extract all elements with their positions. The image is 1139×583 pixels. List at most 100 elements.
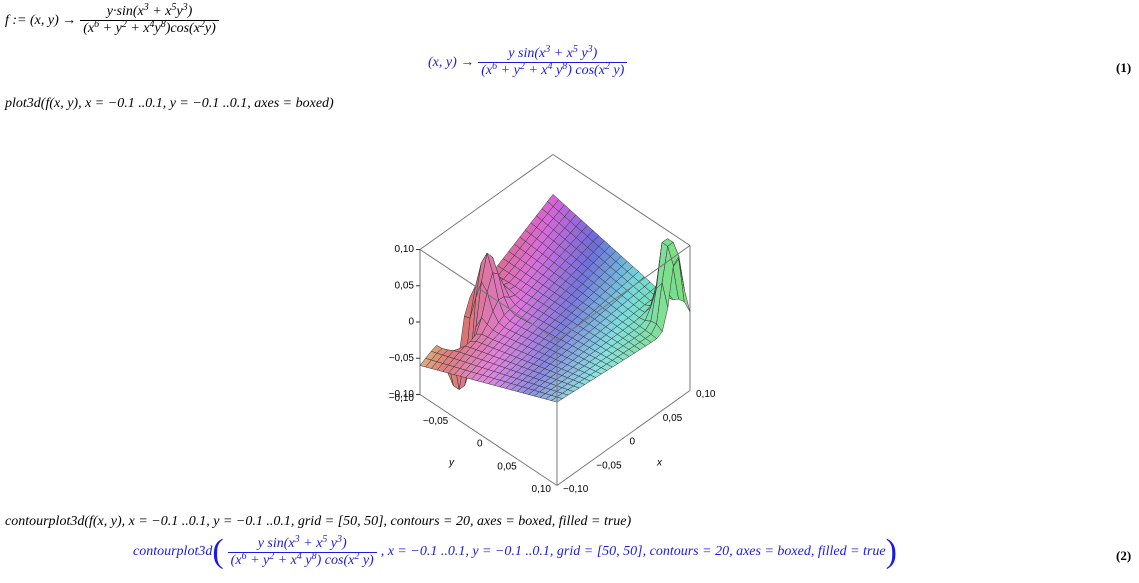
t: 5: [171, 2, 177, 13]
x-axis-label: x: [656, 458, 663, 469]
input-1[interactable]: f := (x, y) → y·sin(x3 + x5y3) (x6 + y2 …: [5, 2, 223, 37]
t: + x: [550, 46, 573, 61]
output-2: contourplot3d( y sin(x3 + x5 y3) (x6 + y…: [133, 533, 897, 571]
t: 2: [519, 61, 525, 72]
t: ): [187, 4, 193, 19]
t: 6: [241, 550, 247, 562]
z-tick-label: −0,05: [389, 353, 415, 364]
z-tick-label: 0,10: [395, 244, 415, 255]
args: (x, y) →: [428, 54, 475, 70]
t: ) cos(x: [567, 63, 605, 78]
t: 2: [604, 61, 610, 72]
fraction: y sin(x3 + x5 y3) (x6 + y2 + x4 y8) cos(…: [227, 533, 377, 569]
x-tick-label: 0,10: [696, 389, 716, 400]
t: 3: [143, 2, 149, 13]
t: y: [552, 63, 563, 78]
t: 2: [121, 19, 127, 30]
z-tick-label: 0,05: [395, 280, 415, 291]
t: (x: [83, 21, 95, 36]
rest: , x = −0.1 ..0.1, y = −0.1 ..0.1, grid =…: [380, 544, 886, 559]
t: ) cos(x: [316, 552, 355, 568]
paren: ): [885, 533, 897, 570]
denominator: (x6 + y2 + x4 y8) cos(x2 y): [478, 61, 628, 79]
equation-label: (2): [1116, 548, 1132, 563]
func: contourplot3d: [133, 544, 213, 559]
args: (x, y) →: [30, 12, 77, 28]
t: 3: [182, 2, 188, 13]
t: y): [609, 63, 625, 78]
t: 3: [337, 533, 343, 545]
t: 8: [160, 19, 166, 30]
t: 6: [492, 61, 498, 72]
input-3[interactable]: contourplot3d(f(x, y), x = −0.1 ..0.1, y…: [5, 514, 632, 529]
y-axis-label: y: [448, 458, 455, 469]
fraction: y sin(x3 + x5 y3) (x6 + y2 + x4 y8) cos(…: [478, 44, 628, 79]
t: y: [301, 552, 312, 568]
paren: (: [212, 533, 224, 570]
t: + y: [497, 63, 520, 78]
t: + x: [524, 63, 548, 78]
t: y: [176, 4, 183, 19]
x-tick-label: −0,10: [563, 484, 589, 495]
t: + y: [246, 552, 270, 568]
t: y: [154, 21, 161, 36]
t: 3: [545, 44, 551, 55]
box-edge: [419, 394, 558, 486]
box-edge: [552, 154, 691, 246]
numerator: y sin(x3 + x5 y3): [255, 533, 350, 552]
t: 4: [149, 19, 155, 30]
lhs: f :=: [5, 12, 27, 28]
y-tick-label: 0,05: [497, 461, 517, 472]
y-tick-label: 0,10: [532, 484, 552, 495]
fraction: y·sin(x3 + x5y3) (x6 + y2 + x4y8)cos(x2y…: [80, 2, 219, 37]
box-edge: [419, 249, 558, 341]
numerator: y·sin(x3 + x5y3): [104, 2, 196, 20]
t: (x: [230, 552, 242, 568]
denominator: (x6 + y2 + x4y8)cos(x2y): [80, 20, 219, 37]
t: + x: [299, 535, 323, 551]
box-edge: [419, 154, 554, 250]
y-tick-label: −0,05: [423, 416, 449, 427]
t: + x: [126, 21, 150, 36]
t: y·sin(x: [106, 4, 144, 19]
t: ): [342, 535, 347, 551]
t: + x: [148, 4, 172, 19]
equation-label: (1): [1116, 60, 1132, 75]
t: y): [204, 21, 216, 36]
t: 8: [562, 61, 568, 72]
t: 2: [354, 550, 360, 562]
y-tick-label: 0: [477, 439, 483, 450]
t: (x: [481, 63, 493, 78]
t: 6: [94, 19, 100, 30]
z-tick-label: 0: [408, 317, 414, 328]
box-edge: [556, 245, 691, 341]
z-tick-label: −0,10: [389, 389, 415, 400]
t: )cos(x: [165, 21, 200, 36]
denominator: (x6 + y2 + x4 y8) cos(x2 y): [227, 550, 377, 569]
t: ): [592, 46, 598, 61]
t: 8: [311, 550, 317, 562]
t: 5: [322, 533, 328, 545]
y-tick-label: −0,10: [389, 393, 415, 404]
t: 2: [199, 19, 205, 30]
t: + x: [274, 552, 297, 568]
input-2[interactable]: plot3d(f(x, y), x = −0.1 ..0.1, y = −0.1…: [5, 96, 334, 111]
t: 4: [547, 61, 553, 72]
t: y: [327, 535, 338, 551]
output-1: (x, y) → y sin(x3 + x5 y3) (x6 + y2 + x4…: [428, 44, 631, 79]
x-tick-label: −0,05: [596, 460, 622, 471]
t: + y: [99, 21, 122, 36]
t: y sin(x: [257, 535, 295, 551]
t: y: [577, 46, 588, 61]
box-edge: [556, 390, 691, 486]
x-tick-label: 0,05: [663, 413, 683, 424]
t: 3: [294, 533, 300, 545]
numerator: y sin(x3 + x5 y3): [505, 44, 600, 62]
x-tick-label: 0: [630, 437, 636, 448]
t: y): [359, 552, 374, 568]
t: 3: [587, 44, 593, 55]
t: y sin(x: [508, 46, 546, 61]
t: 5: [572, 44, 578, 55]
